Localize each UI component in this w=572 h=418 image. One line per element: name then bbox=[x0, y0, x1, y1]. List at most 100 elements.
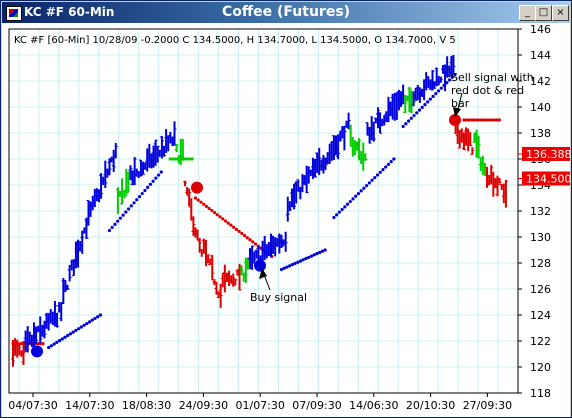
stop-dot bbox=[47, 345, 51, 350]
x-tick-label: 14/06:30 bbox=[349, 399, 398, 412]
x-tick-label: 07/09:30 bbox=[292, 399, 341, 412]
stop-dot bbox=[215, 213, 219, 217]
stop-dot bbox=[423, 103, 427, 107]
stop-dot bbox=[447, 78, 452, 82]
stop-dot bbox=[199, 200, 203, 204]
x-tick-label: 20/10:30 bbox=[406, 399, 455, 412]
stop-dot bbox=[343, 205, 347, 209]
stop-dot bbox=[401, 124, 405, 129]
price-label: 136.388 bbox=[526, 148, 572, 161]
stop-dot bbox=[345, 202, 350, 206]
stop-dot bbox=[354, 194, 358, 198]
stop-dot bbox=[373, 176, 377, 180]
stop-dot bbox=[77, 327, 81, 331]
stop-dot bbox=[431, 94, 435, 98]
stop-dot bbox=[107, 228, 112, 233]
maximize-button[interactable]: □ bbox=[535, 5, 552, 21]
stop-dot bbox=[135, 198, 139, 202]
stop-dot bbox=[450, 75, 454, 79]
stop-dot bbox=[497, 118, 502, 122]
stop-dot bbox=[365, 183, 369, 188]
stop-dot bbox=[348, 199, 352, 204]
x-tick-label: 24/09:30 bbox=[179, 399, 228, 412]
stop-dot bbox=[79, 325, 83, 329]
stop-dot bbox=[417, 108, 422, 112]
y-tick-label: 126 bbox=[530, 283, 551, 296]
stop-dot bbox=[226, 221, 230, 225]
stop-dot bbox=[288, 264, 292, 268]
y-tick-label: 142 bbox=[530, 75, 551, 88]
stop-dot bbox=[248, 238, 252, 242]
stop-dot bbox=[146, 185, 150, 189]
stop-dot bbox=[98, 313, 103, 317]
stop-dot bbox=[168, 157, 172, 161]
stop-dot bbox=[143, 188, 147, 193]
stop-dot bbox=[218, 215, 222, 219]
stop-dot bbox=[74, 328, 78, 332]
stop-dot bbox=[237, 229, 241, 234]
stop-dot bbox=[436, 89, 441, 93]
stop-dot bbox=[486, 118, 491, 122]
stop-dot bbox=[207, 206, 211, 211]
stop-dot bbox=[412, 113, 416, 118]
title-bar[interactable]: KC #F 60-Min Coffee (Futures) _ □ × bbox=[2, 2, 570, 23]
stop-dot bbox=[63, 335, 67, 339]
stop-dot bbox=[370, 178, 374, 182]
stop-dot bbox=[126, 207, 131, 211]
y-tick-label: 120 bbox=[530, 361, 551, 374]
stop-dot bbox=[381, 168, 385, 172]
stop-dot bbox=[340, 207, 344, 212]
stop-dot bbox=[85, 321, 89, 326]
stop-dot bbox=[489, 118, 493, 122]
stop-dot bbox=[19, 342, 23, 346]
buy-signal-dot bbox=[254, 259, 266, 272]
stop-dot bbox=[332, 215, 336, 220]
stop-dot bbox=[406, 119, 411, 123]
stop-dot bbox=[367, 181, 371, 185]
stop-dot bbox=[318, 250, 322, 255]
close-button[interactable]: × bbox=[552, 5, 569, 21]
price-label: 134.500 bbox=[526, 173, 572, 186]
stop-dot bbox=[202, 202, 206, 206]
stop-dot bbox=[356, 191, 361, 196]
y-tick-label: 146 bbox=[530, 23, 551, 36]
stop-dot bbox=[52, 342, 56, 346]
stop-dot bbox=[323, 248, 327, 252]
sell-signal-annotation: Sell signal with red dot & red bar bbox=[451, 71, 534, 110]
stop-dot bbox=[386, 162, 391, 166]
stop-dot bbox=[320, 249, 324, 253]
stop-dot bbox=[210, 208, 214, 213]
x-tick-label: 01/07:30 bbox=[235, 399, 284, 412]
stop-dot bbox=[467, 118, 472, 122]
x-tick-label: 18/08:30 bbox=[122, 399, 171, 412]
stop-dot bbox=[234, 227, 238, 231]
stop-dot bbox=[190, 157, 194, 161]
stop-dot bbox=[193, 196, 198, 200]
x-tick-label: 04/07:30 bbox=[8, 399, 57, 412]
stop-dot bbox=[87, 320, 92, 324]
stop-dot bbox=[470, 118, 474, 122]
stop-dot bbox=[137, 195, 142, 199]
stop-dot bbox=[174, 157, 178, 161]
buy-arrow-head bbox=[259, 268, 267, 279]
stop-dot bbox=[93, 316, 97, 321]
stop-dot bbox=[282, 266, 286, 270]
y-tick-label: 124 bbox=[530, 309, 551, 322]
stop-dot bbox=[465, 118, 469, 122]
stop-dot bbox=[337, 210, 341, 214]
stop-dot bbox=[41, 342, 45, 346]
stop-dot bbox=[473, 118, 477, 122]
stop-dot bbox=[90, 318, 94, 322]
stop-dot bbox=[301, 258, 305, 262]
stop-dot bbox=[242, 234, 247, 238]
stop-dot bbox=[55, 340, 59, 344]
stop-dot bbox=[212, 211, 217, 215]
stop-dot bbox=[82, 323, 86, 327]
chart-area[interactable] bbox=[2, 23, 570, 417]
stop-dot bbox=[71, 330, 75, 334]
stop-dot bbox=[439, 86, 443, 90]
stop-dot bbox=[409, 116, 413, 120]
stop-dot bbox=[359, 189, 363, 193]
stop-dot bbox=[312, 253, 316, 257]
